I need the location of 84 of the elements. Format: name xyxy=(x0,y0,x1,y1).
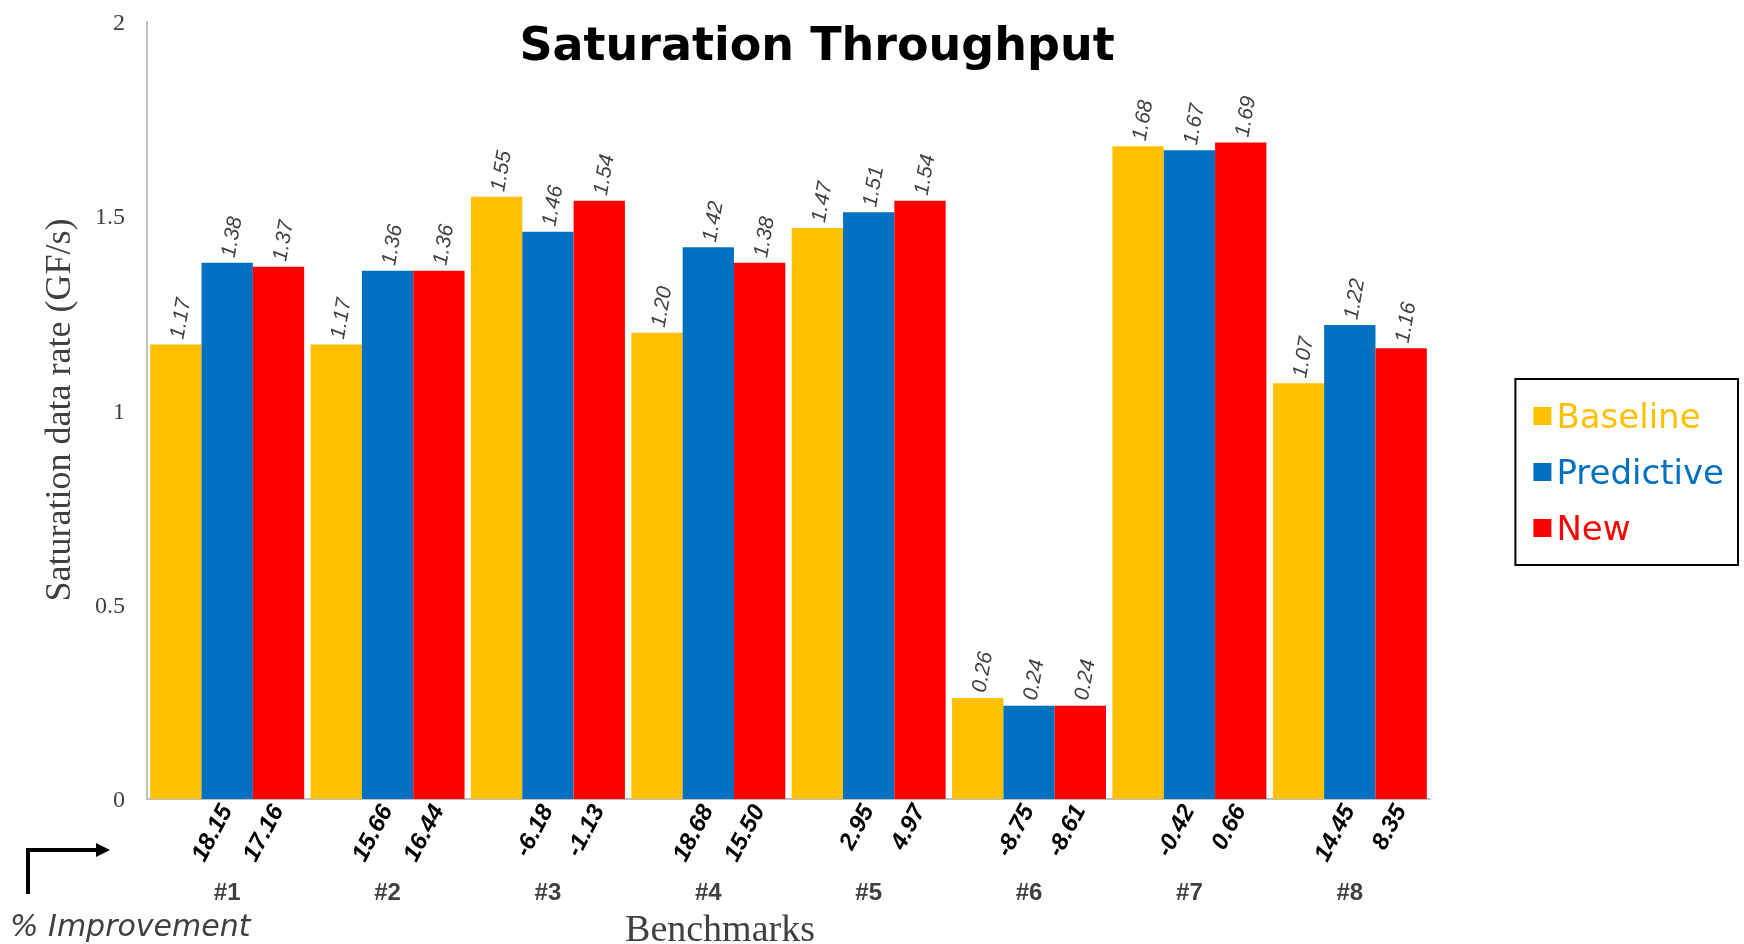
text: 4.97 xyxy=(883,798,931,855)
bar xyxy=(682,247,734,799)
x-tick-label: #2 xyxy=(374,877,401,905)
data-label: 1.38 xyxy=(748,214,779,259)
text: -6.18 xyxy=(508,799,559,861)
data-label: 1.69 xyxy=(1229,93,1260,139)
data-label: 1.07 xyxy=(1287,333,1318,380)
text: 2.95 xyxy=(832,799,879,855)
text: -8.75 xyxy=(989,799,1040,861)
bar xyxy=(573,200,625,799)
x-axis-title: Benchmarks xyxy=(625,907,815,944)
bar xyxy=(201,262,253,799)
bar xyxy=(1272,383,1325,799)
x-tick-label: #7 xyxy=(1176,877,1203,905)
data-label: 0.24 xyxy=(1017,657,1048,702)
bar xyxy=(894,200,946,799)
y-tick-label: 0.5 xyxy=(95,591,125,618)
data-label: 0.24 xyxy=(1069,657,1099,702)
x-tick-label: #8 xyxy=(1336,877,1364,905)
x-tick-label: #3 xyxy=(534,877,562,905)
bar xyxy=(522,231,574,799)
text: 18.15 xyxy=(185,799,238,866)
text: 0.66 xyxy=(1204,799,1251,854)
y-tick-label: 1.5 xyxy=(95,203,125,230)
bar xyxy=(310,344,362,799)
text: 17.16 xyxy=(236,799,289,866)
y-tick-label: 0 xyxy=(113,786,125,812)
text: % Improvement xyxy=(10,907,252,943)
bar xyxy=(791,227,844,799)
y-tick-label: 1 xyxy=(113,397,125,424)
text: -8.61 xyxy=(1040,799,1091,861)
text: 8.35 xyxy=(1365,799,1412,854)
bar xyxy=(1003,705,1055,799)
bar xyxy=(733,262,786,799)
bar xyxy=(413,270,465,799)
data-label: 1.36 xyxy=(376,222,407,267)
chart-title: Saturation Throughput xyxy=(519,17,1115,71)
text: 14.45 xyxy=(1307,799,1361,866)
legend-label: Predictive xyxy=(1556,452,1724,492)
legend-label: New xyxy=(1556,508,1631,548)
bar xyxy=(631,332,683,799)
data-label: 1.36 xyxy=(427,222,458,267)
data-label: 1.42 xyxy=(696,198,727,244)
bar xyxy=(361,270,414,799)
data-label: 1.67 xyxy=(1178,100,1209,147)
text: 18.68 xyxy=(666,799,719,866)
data-label: 1.68 xyxy=(1126,97,1157,143)
bar xyxy=(252,266,305,799)
bar xyxy=(470,196,523,799)
data-label: 1.38 xyxy=(215,214,246,259)
bar xyxy=(952,697,1004,799)
text: 16.44 xyxy=(396,799,449,866)
x-tick-label: #6 xyxy=(1015,877,1043,905)
text: 15.50 xyxy=(717,799,770,866)
data-label: 1.47 xyxy=(806,178,837,224)
x-tick-label: #4 xyxy=(694,877,723,905)
bar xyxy=(1054,705,1107,799)
data-label: 0.26 xyxy=(966,649,997,694)
y-tick-label: 2 xyxy=(113,9,125,35)
bar xyxy=(1375,348,1427,799)
text: -0.42 xyxy=(1149,799,1200,861)
bar xyxy=(843,212,895,799)
bar xyxy=(1112,146,1164,799)
bar xyxy=(1324,325,1376,799)
y-axis-title: Saturation data rate (GF/s) xyxy=(38,218,78,602)
data-label: 1.54 xyxy=(908,152,939,197)
data-label: 1.46 xyxy=(536,183,567,228)
text: -1.13 xyxy=(559,799,610,861)
data-label: 1.17 xyxy=(164,294,195,341)
legend-label: Baseline xyxy=(1556,396,1701,436)
data-label: 1.20 xyxy=(645,284,676,329)
data-label: 1.51 xyxy=(857,164,888,209)
bar xyxy=(1163,150,1216,799)
data-label: 1.22 xyxy=(1338,276,1369,322)
data-label: 1.17 xyxy=(324,294,355,341)
x-tick-label: #1 xyxy=(213,877,241,905)
data-label: 1.55 xyxy=(485,148,516,193)
data-label: 1.54 xyxy=(587,152,618,197)
text: 15.66 xyxy=(345,799,398,866)
data-label: 1.16 xyxy=(1389,299,1420,345)
x-tick-label: #5 xyxy=(855,877,883,905)
data-label: 1.37 xyxy=(267,217,298,263)
bar xyxy=(150,344,202,799)
bar xyxy=(1215,142,1267,799)
